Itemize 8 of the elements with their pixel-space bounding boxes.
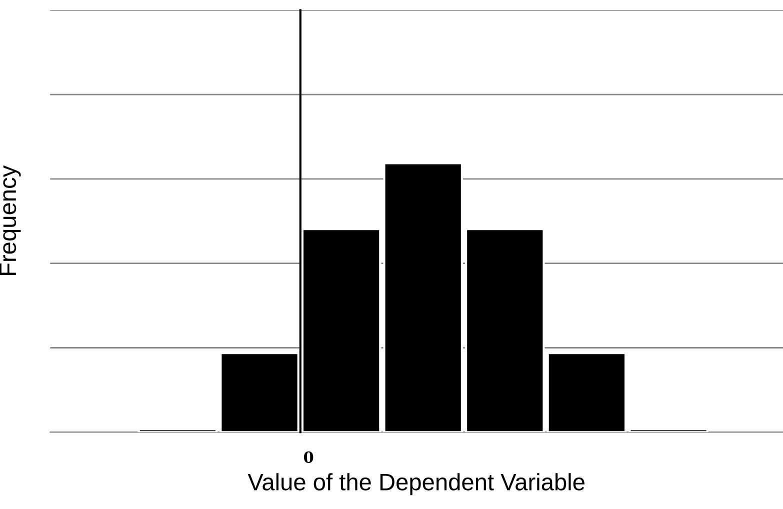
bar <box>464 228 545 432</box>
bar <box>628 428 708 432</box>
bar <box>138 428 218 432</box>
bar <box>546 352 627 432</box>
x-axis-title: Value of the Dependent Variable <box>248 473 584 496</box>
y-axis-title: Frequency <box>0 165 21 275</box>
text: 0 <box>304 451 314 463</box>
bar <box>383 162 463 432</box>
